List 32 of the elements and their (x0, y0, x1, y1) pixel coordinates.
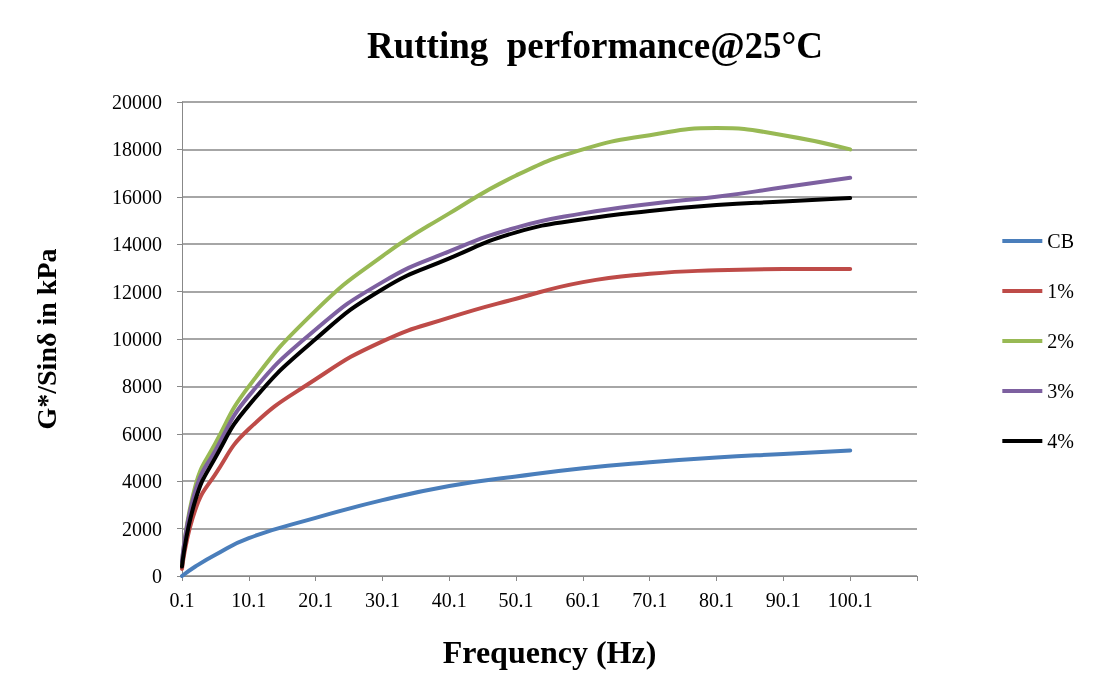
y-tick-label: 0 (152, 565, 162, 587)
x-tick-label: 90.1 (765, 589, 801, 611)
x-axis-title: Frequency (Hz) (442, 634, 657, 670)
x-tick-label: 70.1 (632, 589, 668, 611)
x-tick-label: 60.1 (565, 589, 601, 611)
y-tick-label: 6000 (122, 422, 162, 445)
y-tick-label: 20000 (112, 91, 162, 113)
y-tick-label: 8000 (122, 375, 162, 398)
legend-label: 2% (1047, 330, 1074, 352)
y-tick-label: 2000 (122, 517, 162, 540)
legend-label: 4% (1047, 430, 1074, 452)
y-tick-label: 16000 (112, 185, 162, 208)
x-tick-label: 100.1 (827, 589, 873, 611)
legend-label: 3% (1047, 380, 1074, 402)
line-series (180, 448, 853, 578)
x-tick-label: 50.1 (498, 589, 534, 611)
y-tick-label: 18000 (112, 138, 162, 161)
x-tick-label: 40.1 (431, 589, 467, 611)
x-tick-label: 0.1 (169, 589, 195, 611)
x-tick-label: 80.1 (699, 589, 735, 611)
x-tick-label: 30.1 (364, 589, 400, 611)
chart-title: Rutting performance@25°C (366, 25, 824, 66)
y-tick-label: 10000 (112, 328, 162, 350)
y-tick-label: 12000 (112, 280, 162, 303)
y-tick-label: 4000 (122, 470, 162, 493)
x-tick-label: 20.1 (298, 589, 334, 611)
legend-label: 1% (1047, 280, 1074, 302)
x-tick-label: 10.1 (231, 589, 267, 611)
y-axis-title: G*/Sinδ in kPa (30, 248, 62, 430)
y-tick-label: 14000 (112, 233, 162, 256)
legend-label: CB (1047, 230, 1075, 252)
line-series (180, 267, 853, 571)
